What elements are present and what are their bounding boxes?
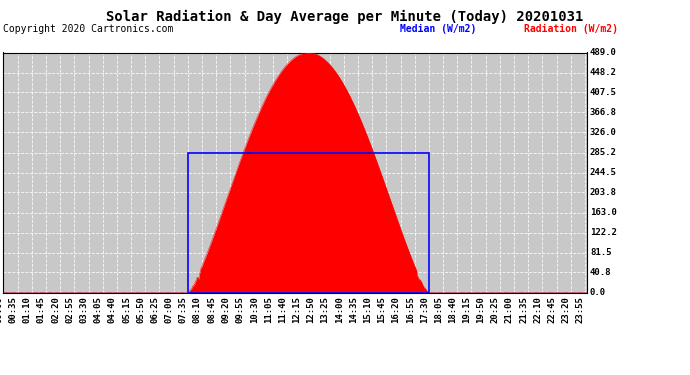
Text: 0.0: 0.0 (590, 288, 606, 297)
Text: 08:10: 08:10 (193, 296, 202, 323)
Text: 22:45: 22:45 (548, 296, 557, 323)
Text: 12:50: 12:50 (306, 296, 315, 323)
Text: 14:35: 14:35 (349, 296, 358, 323)
Text: 22:10: 22:10 (533, 296, 542, 323)
Text: 407.5: 407.5 (590, 88, 617, 97)
Text: 19:50: 19:50 (477, 296, 486, 323)
Text: 01:45: 01:45 (37, 296, 46, 323)
Text: 21:35: 21:35 (519, 296, 528, 323)
Text: Solar Radiation & Day Average per Minute (Today) 20201031: Solar Radiation & Day Average per Minute… (106, 9, 584, 24)
Text: 02:55: 02:55 (66, 296, 75, 323)
Text: 07:35: 07:35 (179, 296, 188, 323)
Text: 16:20: 16:20 (391, 296, 400, 323)
Text: 01:10: 01:10 (23, 296, 32, 323)
Text: 244.5: 244.5 (590, 168, 617, 177)
Text: 11:40: 11:40 (278, 296, 287, 323)
Text: 13:25: 13:25 (321, 296, 330, 323)
Text: 448.2: 448.2 (590, 68, 617, 77)
Text: 23:55: 23:55 (576, 296, 585, 323)
Text: 23:20: 23:20 (562, 296, 571, 323)
Text: 04:40: 04:40 (108, 296, 117, 323)
Text: 326.0: 326.0 (590, 128, 617, 137)
Text: 05:15: 05:15 (122, 296, 131, 323)
Text: 285.2: 285.2 (590, 148, 617, 157)
Text: 12:15: 12:15 (293, 296, 302, 323)
Text: 07:00: 07:00 (165, 296, 174, 323)
Text: 00:35: 00:35 (9, 296, 18, 323)
Text: 489.0: 489.0 (590, 48, 617, 57)
Text: 203.8: 203.8 (590, 188, 617, 197)
Text: 15:10: 15:10 (363, 296, 372, 323)
Text: 163.0: 163.0 (590, 208, 617, 217)
Text: Copyright 2020 Cartronics.com: Copyright 2020 Cartronics.com (3, 24, 174, 34)
Text: 366.8: 366.8 (590, 108, 617, 117)
Bar (188, 153, 429, 292)
Text: 06:25: 06:25 (150, 296, 159, 323)
Text: 00:00: 00:00 (0, 296, 3, 323)
Text: 15:45: 15:45 (377, 296, 386, 323)
Text: 19:15: 19:15 (462, 296, 471, 323)
Text: 10:30: 10:30 (250, 296, 259, 323)
Text: 09:55: 09:55 (235, 296, 244, 323)
Text: 16:55: 16:55 (406, 296, 415, 323)
Text: Radiation (W/m2): Radiation (W/m2) (524, 24, 618, 34)
Text: 18:40: 18:40 (448, 296, 457, 323)
Text: 21:00: 21:00 (505, 296, 514, 323)
Text: 18:05: 18:05 (434, 296, 443, 323)
Text: 17:30: 17:30 (420, 296, 429, 323)
Text: 40.8: 40.8 (590, 268, 611, 277)
Text: 14:00: 14:00 (335, 296, 344, 323)
Text: 122.2: 122.2 (590, 228, 617, 237)
Text: 02:20: 02:20 (51, 296, 60, 323)
Text: 81.5: 81.5 (590, 248, 611, 257)
Text: 20:25: 20:25 (491, 296, 500, 323)
Text: Median (W/m2): Median (W/m2) (400, 24, 477, 34)
Text: 05:50: 05:50 (136, 296, 146, 323)
Text: 09:20: 09:20 (221, 296, 230, 323)
Text: 08:45: 08:45 (207, 296, 216, 323)
Text: 11:05: 11:05 (264, 296, 273, 323)
Text: 03:30: 03:30 (79, 296, 88, 323)
Text: 04:05: 04:05 (94, 296, 103, 323)
